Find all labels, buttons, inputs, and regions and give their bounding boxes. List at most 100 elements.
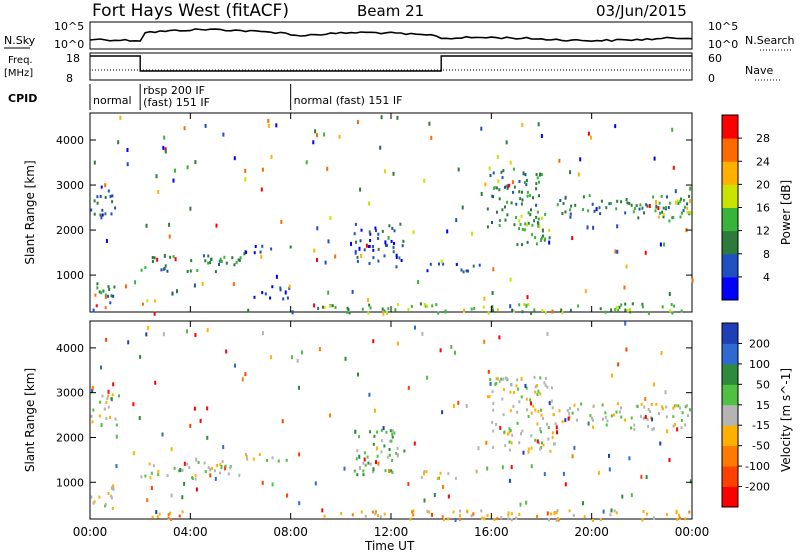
colorbar-swatch [722, 466, 738, 487]
echo-cell [492, 401, 495, 405]
echo-cell [443, 518, 445, 522]
echo-cell [327, 239, 330, 244]
echo-cell [516, 421, 519, 425]
echo-cell [519, 197, 522, 201]
echo-cell [492, 171, 495, 175]
echo-cell [316, 258, 318, 262]
echo-cell [91, 420, 94, 424]
echo-cell [317, 306, 320, 310]
echo-cell [356, 255, 359, 259]
echo-cell [354, 429, 357, 434]
echo-cell [646, 204, 649, 208]
echo-cell [495, 186, 498, 190]
echo-cell [544, 237, 547, 241]
echo-cell [635, 204, 638, 208]
echo-cell [142, 302, 144, 306]
echo-cell [414, 325, 416, 330]
echo-cell [617, 308, 620, 312]
echo-cell [360, 254, 363, 258]
echo-cell [520, 202, 523, 206]
echo-cell [541, 228, 544, 233]
echo-cell [105, 417, 108, 420]
echo-cell [564, 418, 567, 423]
echo-cell [279, 286, 282, 290]
echo-cell [677, 404, 680, 408]
echo-cell [630, 493, 633, 498]
echo-cell [608, 202, 611, 206]
echo-cell [495, 423, 498, 426]
echo-cell [674, 201, 677, 205]
echo-cell [555, 518, 558, 522]
echo-cell [610, 508, 613, 513]
echo-cell [99, 213, 102, 217]
echo-cell [211, 466, 213, 470]
colorbar-tick-label: -100 [745, 460, 770, 473]
echo-cell [518, 441, 521, 445]
echo-cell [599, 307, 602, 311]
echo-cell [658, 412, 660, 416]
echo-cell [368, 230, 371, 234]
echo-cell [498, 335, 501, 340]
echo-cell [510, 441, 513, 445]
echo-cell [107, 394, 110, 398]
echo-cell [510, 201, 513, 205]
echo-cell [614, 308, 617, 311]
echo-cell [504, 205, 506, 209]
echo-cell [106, 397, 109, 401]
echo-cell [548, 236, 551, 240]
echo-cell [244, 372, 247, 377]
echo-cell [652, 382, 655, 387]
echo-cell [114, 417, 117, 421]
y-tick-label: 3000 [56, 179, 84, 192]
colorbar-swatch [722, 276, 738, 301]
nsearch-label: N.Search [745, 34, 795, 47]
echo-cell [267, 118, 270, 123]
echo-cell [100, 423, 103, 427]
echo-cell [391, 470, 394, 474]
echo-cell [536, 392, 539, 396]
echo-cell [659, 441, 662, 446]
echo-cell [104, 195, 107, 199]
echo-cell [396, 341, 399, 346]
echo-cell [655, 402, 658, 406]
echo-cell [616, 224, 619, 229]
echo-cell [680, 418, 683, 422]
echo-cell [638, 207, 641, 211]
echo-cell [523, 303, 526, 306]
echo-cell [534, 385, 537, 389]
echo-cell [486, 225, 489, 229]
echo-cell [391, 429, 394, 433]
echo-cell [502, 169, 505, 173]
echo-cell [437, 311, 440, 315]
echo-cell [313, 303, 316, 308]
echo-cell [630, 416, 633, 420]
echo-cell [541, 216, 543, 220]
echo-cell [608, 467, 611, 472]
echo-cell [630, 203, 633, 207]
echo-cell [426, 304, 429, 308]
echo-cell [544, 383, 547, 387]
echo-cell [642, 510, 645, 513]
echo-cell [572, 513, 575, 517]
echo-cell [316, 133, 318, 138]
echo-cell [522, 171, 525, 176]
echo-cell [521, 122, 524, 127]
echo-cell [520, 432, 522, 436]
echo-cell [209, 468, 212, 472]
echo-cell [301, 350, 303, 355]
echo-cell [372, 339, 375, 344]
echo-cell [393, 242, 395, 245]
echo-cell [617, 362, 620, 367]
echo-cell [592, 425, 594, 429]
echo-cell [513, 223, 516, 227]
echo-cell [369, 232, 372, 236]
echo-cell [660, 195, 663, 198]
echo-cell [628, 202, 631, 205]
echo-cell [334, 254, 337, 259]
echo-cell [625, 264, 628, 269]
echo-cell [206, 406, 209, 411]
echo-cell [539, 392, 542, 396]
echo-cell [674, 189, 677, 194]
echo-cell [210, 257, 213, 261]
colorbar-swatch [722, 138, 738, 162]
